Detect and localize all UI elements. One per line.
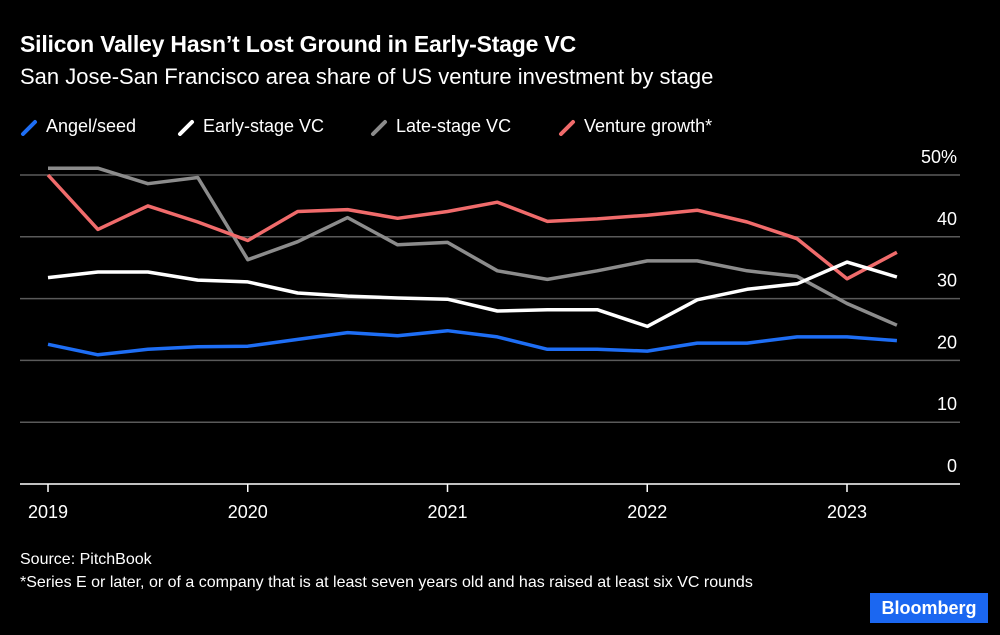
slash-line-icon [558,118,576,136]
line-chart: 0 10 20 30 40 50% 2019 2020 2021 2022 2023 [20,147,960,522]
x-tick-label: 2023 [827,502,867,522]
series-line-venture-growth [46,173,898,281]
legend-item-early-stage: Early-stage VC [177,116,324,137]
y-tick-label: 10 [937,394,957,414]
chart-title: Silicon Valley Hasn’t Lost Ground in Ear… [20,31,576,57]
y-tick-label: 20 [937,332,957,352]
series-line-angel-seed [47,328,898,357]
x-tick-label: 2022 [627,502,667,522]
legend-label: Venture growth* [584,116,713,136]
legend-label: Late-stage VC [396,116,512,136]
legend-item-angel-seed: Angel/seed [20,116,136,137]
y-tick-label: 50% [921,147,957,167]
source-note: Source: PitchBook [20,551,152,568]
legend-item-late-stage: Late-stage VC [370,116,511,137]
slash-line-icon [20,118,38,136]
y-tick-label: 0 [947,456,957,476]
x-tick-label: 2019 [28,502,68,522]
y-tick-label: 40 [937,209,957,229]
slash-line-icon [177,118,195,136]
bloomberg-logo: Bloomberg [870,593,988,623]
footnote: *Series E or later, or of a company that… [20,574,753,591]
slash-line-icon [370,118,388,136]
legend-label: Early-stage VC [203,116,325,136]
y-tick-label: 30 [937,271,957,291]
series-line-late-stage-vc [48,166,898,327]
legend-label: Angel/seed [46,116,137,136]
legend-item-venture-growth: Venture growth* [558,116,712,137]
x-tick-label: 2021 [427,502,467,522]
x-tick-label: 2020 [228,502,268,522]
series-line-early-stage-vc [47,260,898,329]
chart-subtitle: San Jose-San Francisco area share of US … [20,64,714,89]
